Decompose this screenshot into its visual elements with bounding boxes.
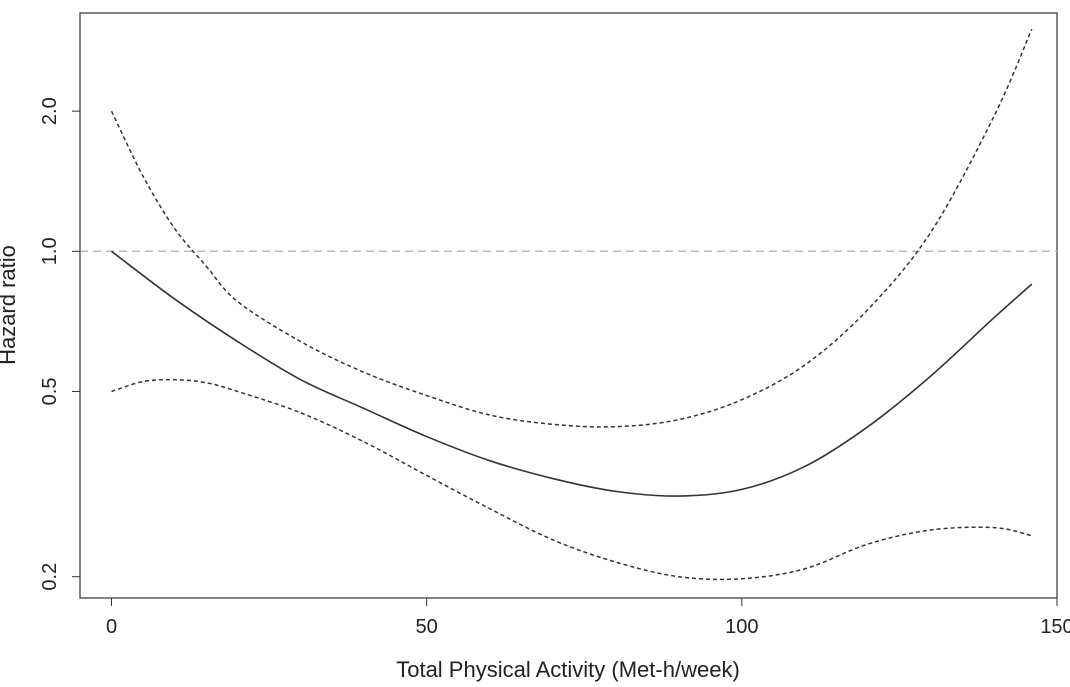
x-axis-title: Total Physical Activity (Met-h/week) — [396, 657, 740, 682]
y-tick-label: 0.2 — [39, 563, 61, 591]
upper-confidence-curve — [110, 28, 1033, 428]
y-tick-label: 1.0 — [39, 237, 61, 265]
x-tick-label: 50 — [416, 616, 438, 638]
y-tick-label: 0.5 — [39, 378, 61, 406]
lower-confidence-curve — [111, 378, 1032, 581]
x-tick-label: 150 — [1040, 616, 1070, 638]
plot-frame — [79, 12, 1058, 599]
x-tick-label: 100 — [725, 616, 758, 638]
series-layer — [110, 28, 1033, 581]
hazard-ratio-curve — [111, 250, 1033, 497]
y-axis-title: Hazard ratio — [0, 245, 20, 365]
y-axis: 0.2 0.5 1.0 2.0 — [39, 97, 81, 591]
x-axis: 0 50 100 150 — [106, 597, 1070, 638]
x-tick-label: 0 — [106, 616, 117, 638]
y-tick-label: 2.0 — [39, 97, 61, 125]
